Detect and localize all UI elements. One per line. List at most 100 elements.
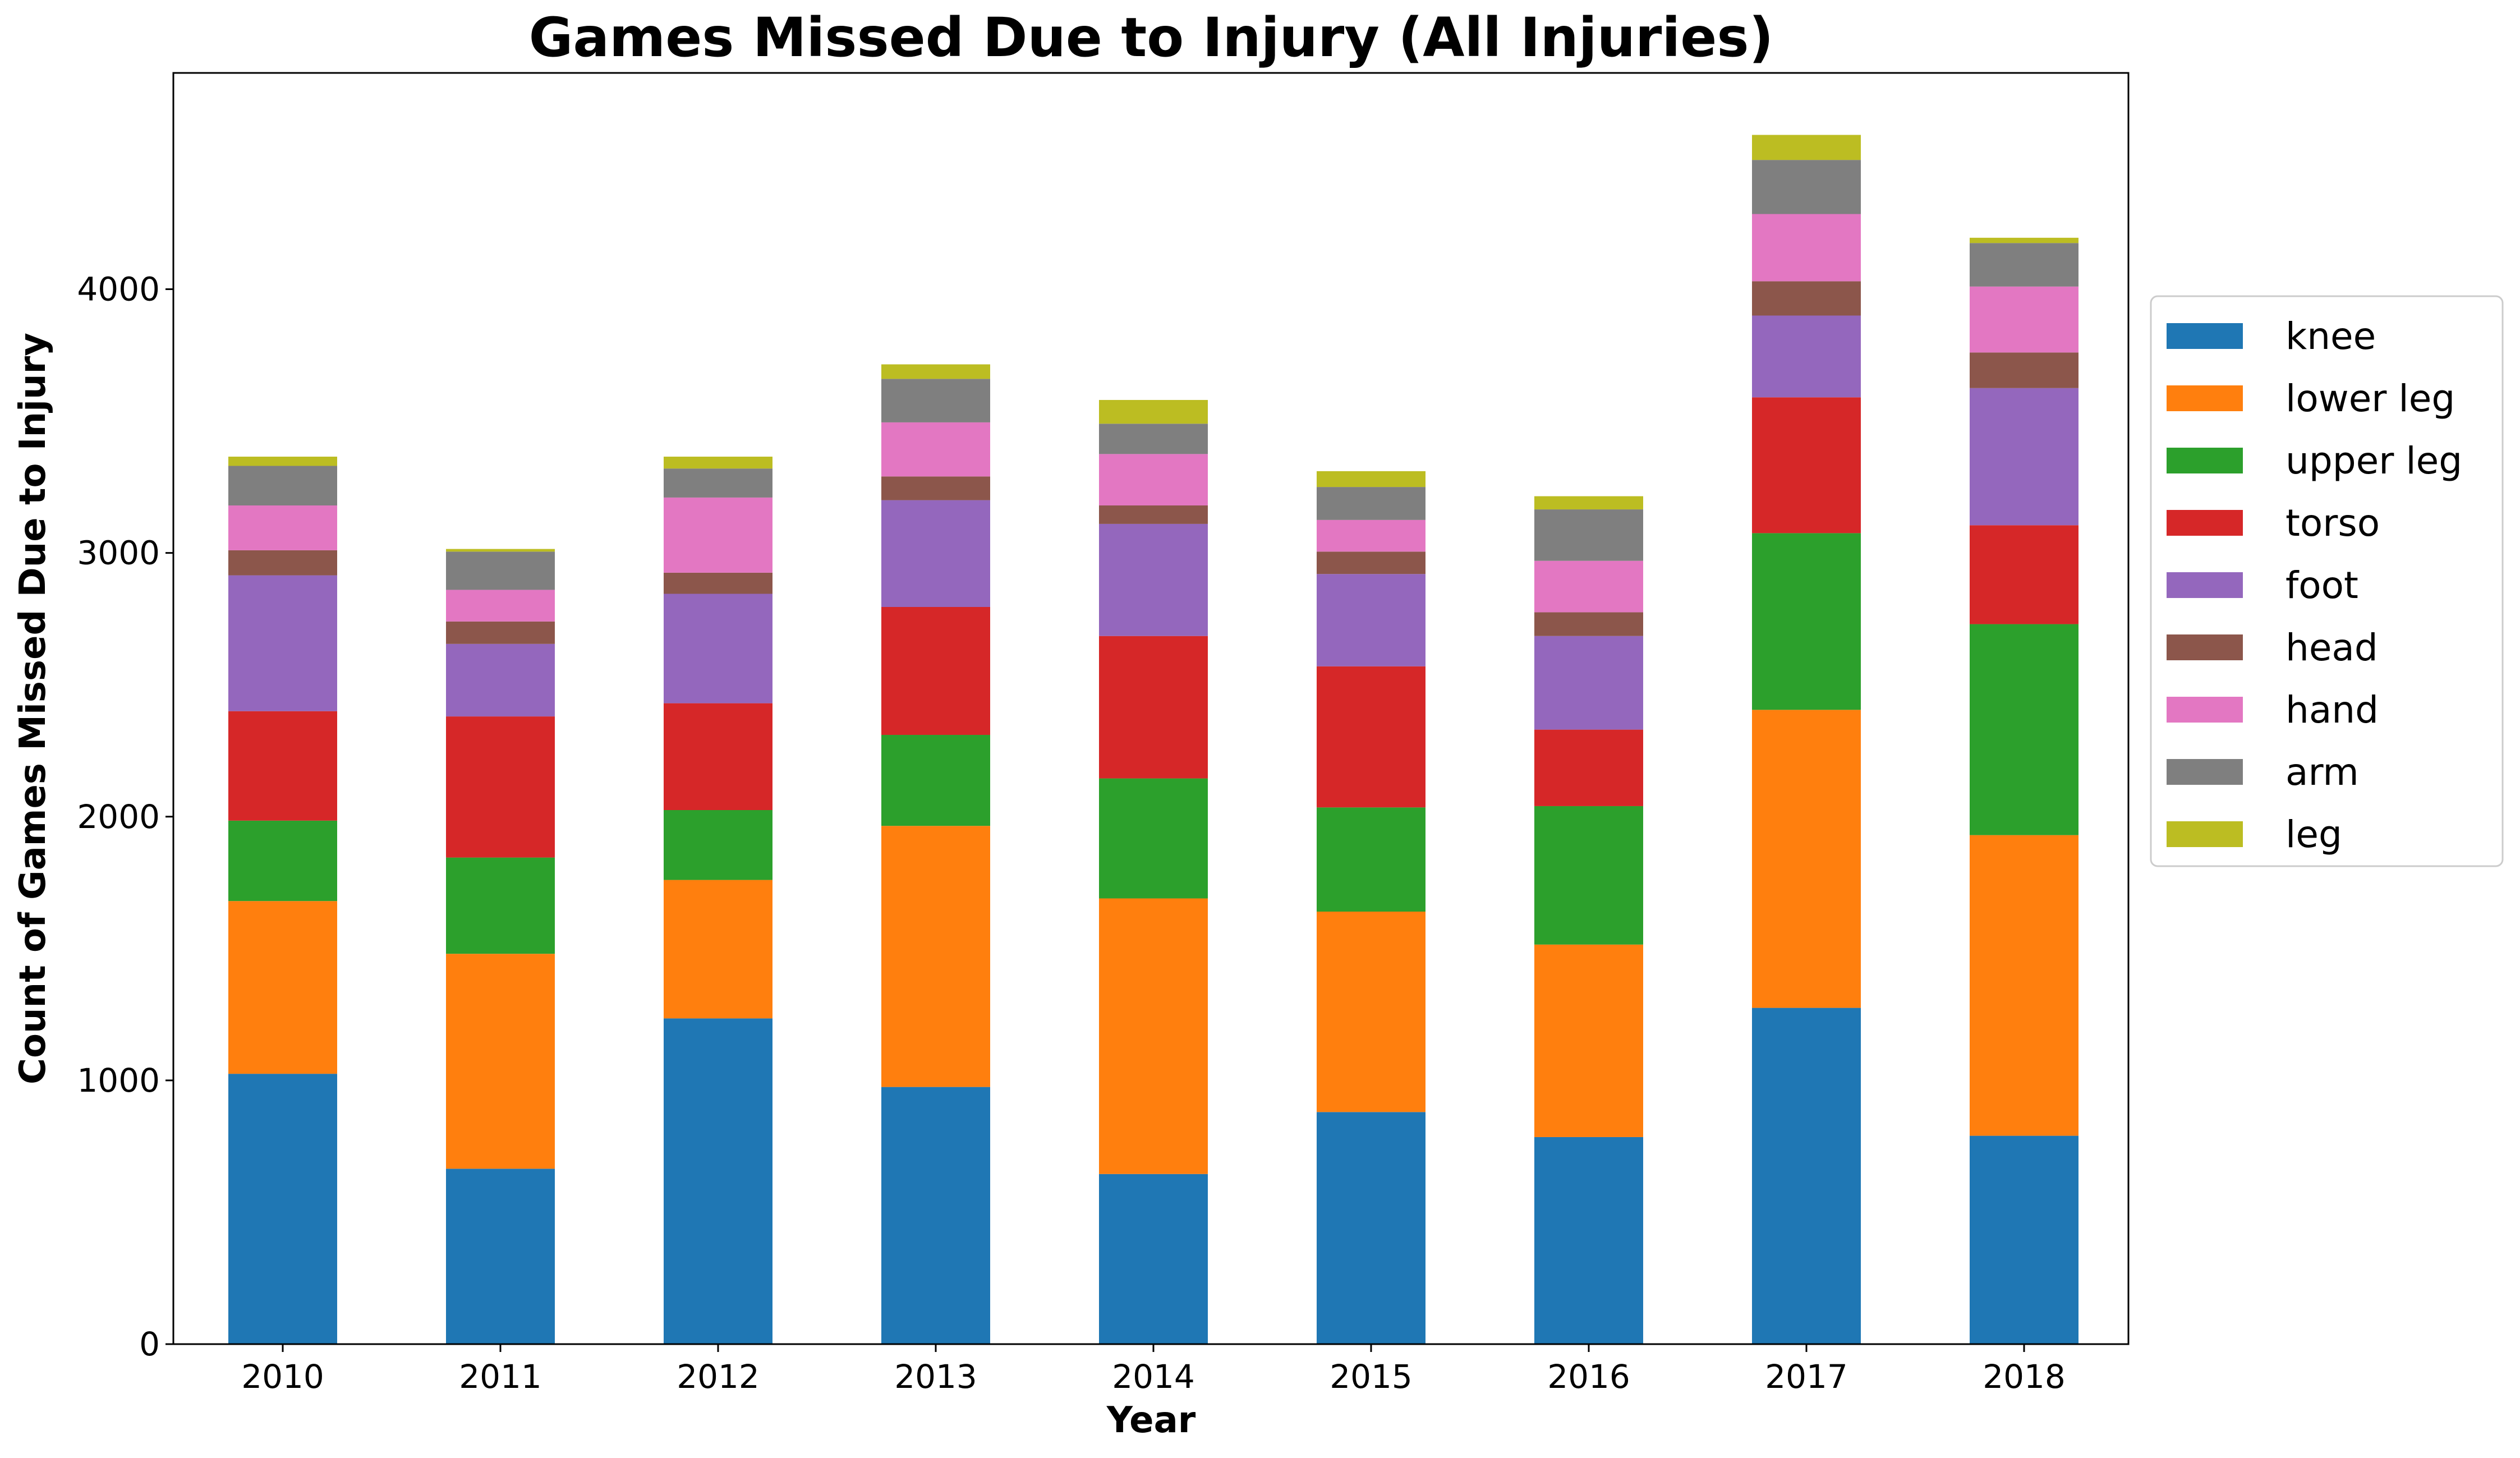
bar-2010-series-8 — [228, 457, 337, 466]
y-axis: 0 1000 2000 3000 4000 — [77, 270, 173, 1363]
bar-2017-series-7 — [1752, 160, 1861, 214]
legend-label-6: hand — [2286, 688, 2379, 732]
bar-2014-series-2 — [1099, 778, 1208, 899]
bar-2016-series-6 — [1534, 560, 1643, 613]
bar-2013-series-0 — [881, 1087, 990, 1344]
bar-2012-series-2 — [664, 810, 772, 880]
bar-2013-series-1 — [881, 826, 990, 1087]
x-tick-label: 2011 — [459, 1358, 542, 1396]
legend: knee lower leg upper leg torso foot head hand a… — [2150, 295, 2504, 867]
x-tick-label: 2014 — [1112, 1358, 1195, 1396]
bar-2011-series-3 — [446, 716, 555, 858]
bar-2013-series-2 — [881, 735, 990, 826]
bar-2018-series-8 — [1970, 237, 2078, 243]
bar-2016-series-5 — [1534, 612, 1643, 636]
bar-2013-series-7 — [881, 379, 990, 422]
legend-label-1: lower leg — [2286, 377, 2455, 420]
bar-2016-series-1 — [1534, 944, 1643, 1137]
x-axis-label: Year — [1106, 1400, 1196, 1441]
bar-2018-series-0 — [1970, 1135, 2078, 1344]
bar-2014-series-5 — [1099, 505, 1208, 524]
bar-2013-series-4 — [881, 500, 990, 608]
legend-frame — [2150, 295, 2504, 867]
bar-2011-series-1 — [446, 954, 555, 1169]
bar-2018-series-3 — [1970, 525, 2078, 624]
legend-swatch-0 — [2167, 323, 2243, 349]
bar-2012-series-1 — [664, 880, 772, 1019]
legend-label-5: head — [2286, 626, 2378, 669]
bar-2017-series-3 — [1752, 397, 1861, 533]
bar-2012-series-4 — [664, 594, 772, 703]
legend-swatch-5 — [2167, 634, 2243, 660]
bar-2018-series-7 — [1970, 243, 2078, 287]
bar-2010-series-7 — [228, 466, 337, 506]
x-tick-label: 2015 — [1330, 1358, 1413, 1396]
bar-2016-series-2 — [1534, 806, 1643, 945]
bar-2014-series-4 — [1099, 523, 1208, 636]
bar-2015-series-5 — [1317, 551, 1425, 574]
bar-2011-series-8 — [446, 549, 555, 552]
bar-2014-series-6 — [1099, 454, 1208, 506]
bar-2014-series-8 — [1099, 399, 1208, 424]
bar-2018-series-1 — [1970, 835, 2078, 1136]
bar-2015-series-2 — [1317, 807, 1425, 912]
legend-label-8: leg — [2286, 813, 2342, 856]
x-tick-label: 2018 — [1983, 1358, 2066, 1396]
legend-label-0: knee — [2286, 315, 2376, 358]
bar-2016-series-7 — [1534, 509, 1643, 561]
y-tick-label: 1000 — [77, 1061, 160, 1100]
bar-2012-series-5 — [664, 572, 772, 594]
x-tick-label: 2010 — [241, 1358, 324, 1396]
bar-2012-series-6 — [664, 497, 772, 573]
bar-2011-series-2 — [446, 857, 555, 954]
bar-2018-series-4 — [1970, 388, 2078, 526]
x-tick-label: 2012 — [677, 1358, 760, 1396]
bar-2010-series-5 — [228, 550, 337, 576]
legend-swatch-6 — [2167, 697, 2243, 723]
bar-2011-series-5 — [446, 621, 555, 644]
x-tick-label: 2016 — [1547, 1358, 1630, 1396]
x-tick-label: 2013 — [894, 1358, 977, 1396]
bar-2012-series-0 — [664, 1018, 772, 1344]
legend-swatch-8 — [2167, 821, 2243, 847]
legend-label-3: torso — [2286, 502, 2380, 545]
bar-2016-series-8 — [1534, 496, 1643, 510]
bar-2011-series-7 — [446, 551, 555, 590]
bar-2010-series-1 — [228, 901, 337, 1074]
y-tick-label: 0 — [139, 1325, 160, 1363]
bar-2013-series-6 — [881, 422, 990, 477]
bar-2017-series-1 — [1752, 710, 1861, 1008]
bar-2015-series-3 — [1317, 666, 1425, 808]
plot-frame — [172, 72, 2130, 1345]
bar-2016-series-4 — [1534, 636, 1643, 730]
bar-2012-series-8 — [664, 457, 772, 469]
bar-2015-series-4 — [1317, 574, 1425, 666]
bar-2013-series-8 — [881, 364, 990, 379]
legend-label-7: arm — [2286, 751, 2359, 794]
bar-2017-series-4 — [1752, 315, 1861, 398]
legend-swatch-1 — [2167, 385, 2243, 411]
bar-2018-series-6 — [1970, 286, 2078, 353]
bar-2011-series-6 — [446, 590, 555, 622]
bar-2016-series-0 — [1534, 1137, 1643, 1344]
bar-2014-series-1 — [1099, 898, 1208, 1174]
bar-2012-series-3 — [664, 703, 772, 810]
bar-2010-series-3 — [228, 711, 337, 821]
bar-2017-series-5 — [1752, 281, 1861, 316]
bar-2010-series-2 — [228, 820, 337, 902]
bar-2015-series-0 — [1317, 1112, 1425, 1344]
bar-2017-series-8 — [1752, 135, 1861, 160]
legend-swatch-4 — [2167, 572, 2243, 598]
x-tick-label: 2017 — [1765, 1358, 1848, 1396]
bar-2016-series-3 — [1534, 729, 1643, 806]
legend-swatch-2 — [2167, 448, 2243, 473]
bar-2011-series-4 — [446, 643, 555, 717]
y-axis-label: Count of Games Missed Due to Injury — [12, 333, 54, 1084]
bar-2015-series-6 — [1317, 519, 1425, 552]
bar-2015-series-7 — [1317, 487, 1425, 520]
bar-2015-series-1 — [1317, 911, 1425, 1112]
bar-2013-series-3 — [881, 607, 990, 735]
y-tick-label: 4000 — [77, 270, 160, 309]
bar-2017-series-0 — [1752, 1008, 1861, 1344]
